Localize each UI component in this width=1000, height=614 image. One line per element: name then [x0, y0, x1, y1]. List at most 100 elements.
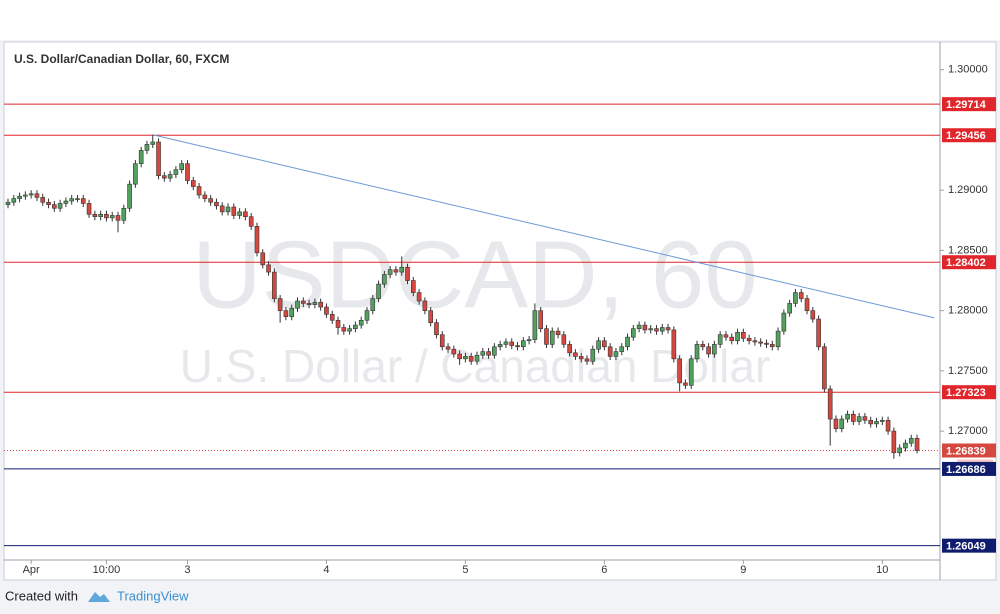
candle-body: [144, 144, 150, 151]
level-badge: [942, 97, 996, 112]
candle-body: [631, 328, 636, 338]
candle-body: [92, 213, 98, 217]
candle-body: [75, 198, 80, 200]
candle-body: [642, 324, 648, 331]
candle-body: [741, 332, 746, 339]
candle-body: [393, 269, 399, 273]
candle-body: [497, 344, 503, 348]
candle-body: [277, 298, 283, 311]
candle-body: [347, 328, 352, 332]
candle-body: [885, 419, 891, 432]
candle-body: [434, 322, 439, 336]
candle-body: [914, 438, 920, 451]
x-tick-label: Apr: [23, 564, 40, 576]
x-tick-label: 10: [876, 564, 888, 576]
x-tick-label: 3: [184, 564, 190, 576]
level-label: 1.28402: [946, 257, 986, 269]
candle-body: [891, 430, 897, 454]
candle-body: [5, 201, 11, 205]
candle-body: [561, 334, 567, 345]
chart-title: U.S. Dollar/Canadian Dollar, 60, FXCM: [14, 52, 229, 66]
candle-body: [121, 207, 127, 221]
candle-body: [34, 193, 40, 198]
candle-body: [353, 324, 358, 330]
candle-body: [700, 344, 706, 348]
candle-body: [190, 180, 196, 187]
candle-body: [28, 193, 34, 196]
candle-body: [115, 215, 121, 221]
candle-body: [109, 215, 115, 219]
candle-body: [86, 203, 92, 215]
candle-body: [318, 301, 323, 308]
candle-body: [717, 334, 723, 345]
candle-body: [225, 206, 231, 213]
candle-body: [526, 339, 532, 342]
candle-body: [555, 330, 561, 336]
watermark-group: USDCAD, 60 U.S. Dollar / Canadian Dollar: [180, 221, 771, 392]
candle-body: [735, 332, 740, 342]
level-label: 1.27323: [946, 387, 986, 399]
candle-body: [98, 213, 103, 217]
level-badge: [942, 443, 996, 458]
candle-body: [439, 334, 445, 348]
candle-body: [231, 206, 237, 216]
candle-body: [862, 416, 868, 421]
candle-body: [329, 313, 335, 321]
candle-body: [17, 195, 22, 199]
candle-body: [289, 307, 295, 317]
candle-body: [908, 438, 914, 444]
candle-body: [874, 421, 879, 425]
candle-body: [879, 419, 885, 422]
candle-body: [474, 354, 480, 362]
candle-body: [578, 356, 584, 360]
tradingview-logo: [88, 592, 110, 602]
candle-body: [46, 201, 51, 205]
candle-body: [787, 303, 792, 314]
y-tick-label: 1.29000: [948, 184, 988, 196]
candle-body: [607, 346, 613, 357]
level-badge: [942, 255, 996, 270]
candle-body: [764, 342, 769, 345]
top-bar: [0, 0, 1000, 40]
candle-body: [596, 340, 601, 350]
candle-body: [364, 310, 370, 321]
candle-body: [156, 141, 161, 177]
candle-body: [283, 310, 289, 317]
candle-body: [248, 216, 254, 227]
candle-body: [214, 201, 219, 207]
candle-body: [775, 330, 781, 348]
candle-body: [746, 338, 752, 342]
candle-body: [665, 327, 671, 331]
candle-body: [492, 346, 497, 356]
candle-body: [538, 310, 543, 330]
candle-body: [671, 329, 677, 360]
level-label: 1.26686: [946, 464, 986, 476]
candle-body: [659, 327, 665, 332]
candle-body: [648, 328, 653, 331]
candle-body: [208, 198, 213, 203]
candle-body: [584, 358, 590, 362]
chart-frame: [3, 41, 997, 581]
candle-body: [804, 298, 810, 311]
candle-body: [150, 141, 156, 145]
candle-body: [266, 264, 271, 273]
candle-body: [405, 266, 410, 281]
candle-body: [11, 198, 17, 203]
candle-body: [758, 341, 764, 344]
candle-body: [410, 280, 416, 293]
candle-body: [428, 310, 433, 323]
level-label: 1.26839: [946, 445, 986, 457]
level-badge: [942, 385, 996, 400]
candle-body: [358, 319, 364, 326]
footer-brand[interactable]: TradingView: [117, 588, 189, 603]
candle-body: [532, 310, 538, 340]
candle-body: [185, 163, 190, 181]
candle-body: [219, 205, 225, 213]
candle-body: [816, 318, 821, 348]
candle-body: [654, 328, 659, 332]
candle-body: [376, 283, 381, 299]
candle-body: [590, 348, 596, 362]
candle-body: [416, 292, 422, 302]
candle-body: [903, 442, 908, 449]
y-tick-label: 1.27000: [948, 425, 988, 437]
